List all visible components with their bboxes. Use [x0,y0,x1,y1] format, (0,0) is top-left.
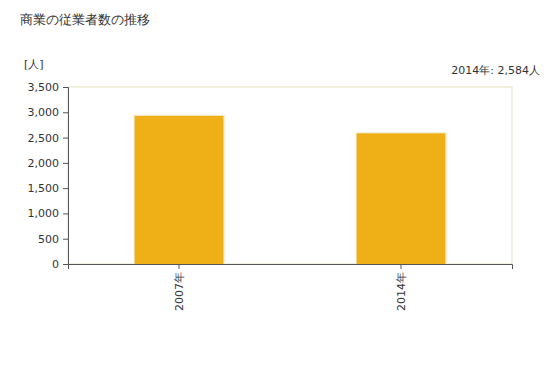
y-tick-mark [63,112,68,113]
x-tick-label: 2014年 [395,272,408,311]
y-tick-mark [63,213,68,214]
x-tick-mark [179,264,180,269]
y-tick-label: 1,000 [28,207,60,220]
y-tick-mark [63,138,68,139]
chart: 商業の従業者数の推移 [人] 2014年: 2,584人 0 500 1,000 1,500… [0,0,560,366]
y-tick-label: 3,000 [28,106,60,119]
y-tick-mark [63,188,68,189]
y-tick: 3,500 [28,81,69,94]
y-tick: 1,500 [28,182,69,195]
annotation: 2014年: 2,584人 [451,64,540,77]
y-tick-mark [63,87,68,88]
bar-outline [356,132,448,264]
y-axis-label: [人] [24,58,44,71]
y-tick-label: 1,500 [28,182,60,195]
x-tick-mark [401,264,402,269]
x-axis: 2007年 2014年 [69,264,513,311]
x-tick: 2014年 [395,264,408,311]
y-tick-label: 500 [38,233,59,246]
y-tick-label: 2,000 [28,157,60,170]
y-tick-mark [63,264,68,265]
y-tick-mark [63,239,68,240]
y-tick-label: 0 [52,258,59,271]
y-axis-line [63,88,69,265]
y-tick: 1,000 [28,207,69,220]
y-axis: 0 500 1,000 1,500 2,000 2,500 3,000 3,500 [28,81,69,271]
x-tick-label: 2007年 [173,272,186,311]
y-tick: 2,500 [28,132,69,145]
y-tick: 0 [52,258,68,271]
y-tick: 500 [38,233,68,246]
y-tick: 3,000 [28,106,69,119]
y-tick: 2,000 [28,157,69,170]
bar-outline [134,115,226,264]
plot: 05001,0001,5002,0002,5003,0003,5002007年2… [28,81,513,311]
x-tick: 2007年 [173,264,186,311]
bar [357,133,446,264]
y-tick-label: 2,500 [28,132,60,145]
y-tick-label: 3,500 [28,81,60,94]
y-tick-mark [63,163,68,164]
plot-frame [68,87,512,264]
bars [134,115,448,264]
x-axis-line [69,265,513,270]
title: 商業の従業者数の推移 [20,12,150,27]
bar [135,116,224,264]
